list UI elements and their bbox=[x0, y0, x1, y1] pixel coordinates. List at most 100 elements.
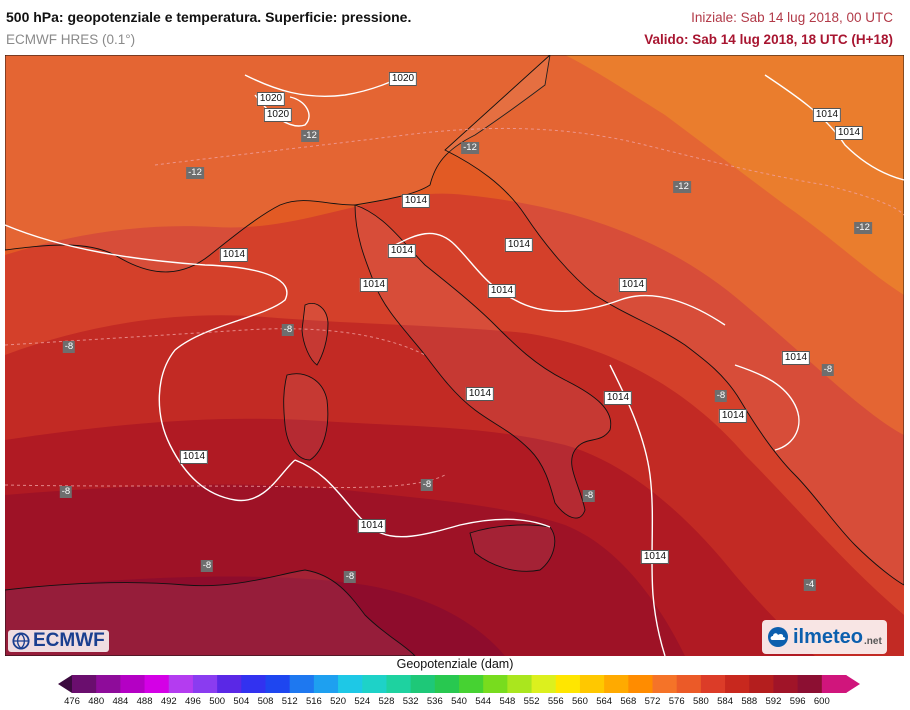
colorbar-segment bbox=[120, 675, 146, 693]
isobar-1014-east bbox=[394, 232, 726, 326]
colorbar-segment bbox=[749, 675, 774, 693]
pressure-label: 1014 bbox=[487, 284, 517, 298]
colorbar-tick-label: 564 bbox=[596, 696, 613, 707]
colorbar-tick-label: 480 bbox=[88, 696, 105, 707]
pressure-label: 1014 bbox=[387, 244, 417, 258]
colorbar-segment bbox=[313, 675, 339, 693]
pressure-label: 1014 bbox=[504, 238, 534, 252]
temperature-label: -12 bbox=[301, 130, 319, 142]
colorbar-tick-label: 552 bbox=[523, 696, 540, 707]
colorbar-tick-label: 492 bbox=[160, 696, 177, 707]
colorbar-segment bbox=[531, 675, 557, 693]
pressure-label: 1020 bbox=[256, 92, 286, 106]
colorbar-segment bbox=[144, 675, 170, 693]
temperature-label: -12 bbox=[854, 222, 872, 234]
colorbar-segment bbox=[386, 675, 412, 693]
colorbar-title: Geopotenziale (dam) bbox=[396, 657, 514, 671]
coastlines bbox=[5, 55, 904, 656]
ecmwf-globe-icon bbox=[12, 632, 30, 650]
isotherm-minus8-south bbox=[5, 474, 446, 488]
pressure-label: 1014 bbox=[603, 391, 633, 405]
pressure-label: 1014 bbox=[359, 278, 389, 292]
colorbar-max-arrow bbox=[846, 675, 860, 693]
colorbar-segment bbox=[96, 675, 121, 693]
temperature-label: -4 bbox=[803, 579, 817, 591]
pressure-label: 1014 bbox=[179, 450, 209, 464]
colorbar-tick-label: 532 bbox=[402, 696, 419, 707]
weather-map: 1020 1020 1020 1014 1014 1014 1014 1014 … bbox=[5, 55, 904, 656]
colorbar-tick-label: 588 bbox=[741, 696, 758, 707]
model-name: ECMWF HRES (0.1°) bbox=[6, 32, 136, 47]
colorbar-tick-label: 508 bbox=[257, 696, 274, 707]
pressure-label: 1014 bbox=[718, 409, 748, 423]
colorbar-tick-label: 576 bbox=[668, 696, 685, 707]
pressure-label: 1014 bbox=[640, 550, 670, 564]
pressure-label: 1014 bbox=[812, 108, 842, 122]
ilmeteo-logo[interactable]: ilmeteo .net bbox=[762, 620, 887, 654]
valid-time: Valido: Sab 14 lug 2018, 18 UTC (H+18) bbox=[644, 32, 893, 47]
init-time: Iniziale: Sab 14 lug 2018, 00 UTC bbox=[691, 10, 893, 25]
pressure-label: 1020 bbox=[263, 108, 293, 122]
temperature-label: -12 bbox=[673, 181, 691, 193]
colorbar-tick-label: 572 bbox=[644, 696, 661, 707]
colorbar-tick-label: 568 bbox=[620, 696, 637, 707]
colorbar-tick-label: 556 bbox=[547, 696, 564, 707]
colorbar-tick-label: 524 bbox=[354, 696, 371, 707]
colorbar-tick-label: 512 bbox=[281, 696, 298, 707]
temperature-isolines bbox=[5, 127, 904, 488]
pressure-label: 1014 bbox=[781, 351, 811, 365]
land-sicily bbox=[469, 524, 556, 572]
pressure-label: 1014 bbox=[219, 248, 249, 262]
colorbar-segment bbox=[362, 675, 387, 693]
pressure-label: 1014 bbox=[618, 278, 648, 292]
temperature-label: -8 bbox=[714, 390, 728, 402]
colorbar-segment bbox=[72, 675, 97, 693]
isobar-1014-ne bbox=[764, 74, 904, 181]
colorbar-segment bbox=[773, 675, 799, 693]
colorbar-tick-label: 520 bbox=[330, 696, 346, 707]
colorbar bbox=[58, 675, 860, 693]
isobar-1014-ionian bbox=[609, 364, 666, 656]
pressure-label: 1014 bbox=[465, 387, 495, 401]
colorbar-tick-label: 540 bbox=[451, 696, 467, 707]
colorbar-segment bbox=[507, 675, 533, 693]
colorbar-tick-label: 516 bbox=[305, 696, 322, 707]
colorbar-segment bbox=[168, 675, 194, 693]
colorbar-segment bbox=[338, 675, 363, 693]
temperature-label: -8 bbox=[281, 324, 295, 336]
colorbar-tick-label: 528 bbox=[378, 696, 395, 707]
colorbar-tick-label: 592 bbox=[765, 696, 782, 707]
pressure-label: 1020 bbox=[388, 72, 418, 86]
pressure-label: 1014 bbox=[357, 519, 387, 533]
ilmeteo-logo-text: ilmeteo bbox=[793, 625, 864, 648]
colorbar-tick-label: 504 bbox=[233, 696, 250, 707]
colorbar-segment bbox=[797, 675, 823, 693]
colorbar-segment bbox=[604, 675, 629, 693]
colorbar-tick-label: 488 bbox=[136, 696, 153, 707]
temperature-label: -8 bbox=[420, 479, 434, 491]
colorbar-tick-label: 544 bbox=[475, 696, 492, 707]
colorbar-tick-label: 496 bbox=[185, 696, 201, 707]
pressure-label: 1014 bbox=[401, 194, 431, 208]
ecmwf-logo: ECMWF bbox=[8, 630, 109, 652]
colorbar-tick-label: 476 bbox=[64, 696, 80, 707]
colorbar-segment bbox=[289, 675, 315, 693]
colorbar-tick-label: 560 bbox=[572, 696, 588, 707]
isobar-1014-greece bbox=[734, 364, 800, 451]
colorbar-ticks: 476 480 484 488 492 496 500 504 508 512 516 520 524 5… bbox=[0, 696, 910, 710]
colorbar-segment bbox=[265, 675, 291, 693]
colorbar-min-arrow bbox=[58, 675, 72, 693]
band-592 bbox=[5, 576, 505, 656]
ecmwf-logo-text: ECMWF bbox=[33, 630, 105, 651]
colorbar-segment bbox=[652, 675, 678, 693]
colorbar-tick-label: 500 bbox=[209, 696, 226, 707]
cloud-icon bbox=[768, 627, 788, 647]
colorbar-segment bbox=[821, 675, 847, 693]
colorbar-segment bbox=[241, 675, 266, 693]
isobars bbox=[5, 74, 904, 656]
temperature-label: -8 bbox=[200, 560, 214, 572]
land-corsica bbox=[301, 303, 329, 366]
colorbar-segment bbox=[459, 675, 484, 693]
colorbar-segment bbox=[725, 675, 750, 693]
colorbar-tick-label: 536 bbox=[426, 696, 443, 707]
